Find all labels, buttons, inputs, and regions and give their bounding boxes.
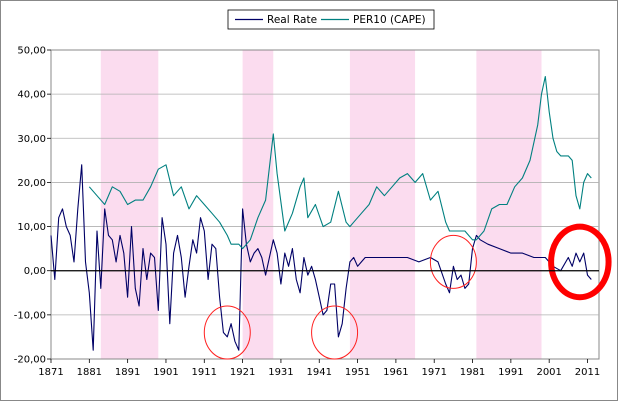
x-tick-label-1: 1881 bbox=[77, 367, 102, 378]
x-tick-label-13: 2001 bbox=[536, 367, 561, 378]
series-lines bbox=[50, 75, 592, 351]
y-tick-label-6: 40,00 bbox=[17, 90, 46, 101]
legend-label-real-rate: Real Rate bbox=[267, 14, 317, 26]
x-tick-label-2: 1891 bbox=[115, 367, 140, 378]
series-line-0 bbox=[50, 164, 592, 351]
annotation-circle-2 bbox=[429, 234, 477, 289]
x-tick-label-10: 1971 bbox=[421, 367, 446, 378]
legend-label-cape: PER10 (CAPE) bbox=[353, 14, 426, 26]
y-tick-label-5: 30,00 bbox=[17, 134, 46, 145]
x-tick-label-9: 1961 bbox=[383, 367, 408, 378]
x-tick-label-6: 1931 bbox=[268, 367, 293, 378]
y-tick-label-7: 50,00 bbox=[17, 46, 46, 57]
shaded-period-3 bbox=[476, 50, 542, 359]
shaded-periods bbox=[100, 50, 542, 359]
y-tick-label-4: 20,00 bbox=[17, 178, 46, 189]
shaded-period-0 bbox=[100, 50, 159, 359]
x-tick-label-7: 1941 bbox=[307, 367, 332, 378]
x-tick-label-0: 1871 bbox=[38, 367, 63, 378]
x-tick-label-14: 2011 bbox=[575, 367, 600, 378]
y-tick-label-0: -20,00 bbox=[14, 355, 46, 366]
y-tick-label-1: -10,00 bbox=[14, 310, 46, 321]
annotation-circle-1 bbox=[311, 305, 359, 360]
series-line-1 bbox=[88, 75, 592, 250]
annotation-circles bbox=[203, 223, 612, 360]
x-tick-label-12: 1991 bbox=[498, 367, 523, 378]
shaded-period-1 bbox=[242, 50, 274, 359]
legend: Real Rate PER10 (CAPE) bbox=[227, 9, 435, 30]
y-tick-label-2: 0,00 bbox=[24, 266, 46, 277]
annotation-circle-0 bbox=[203, 305, 251, 360]
shaded-period-2 bbox=[349, 50, 416, 359]
x-tick-label-3: 1901 bbox=[153, 367, 178, 378]
annotation-circle-3 bbox=[548, 223, 612, 301]
x-tick-label-4: 1911 bbox=[192, 367, 217, 378]
x-tick-label-5: 1921 bbox=[230, 367, 255, 378]
gridlines bbox=[51, 93, 599, 316]
x-tick-label-11: 1981 bbox=[460, 367, 485, 378]
x-tick-label-8: 1951 bbox=[345, 367, 370, 378]
axes: -20,00 -10,00 0,00 10,00 20,00 30,00 40,00 50,0… bbox=[14, 46, 600, 379]
y-tick-label-3: 10,00 bbox=[17, 222, 46, 233]
